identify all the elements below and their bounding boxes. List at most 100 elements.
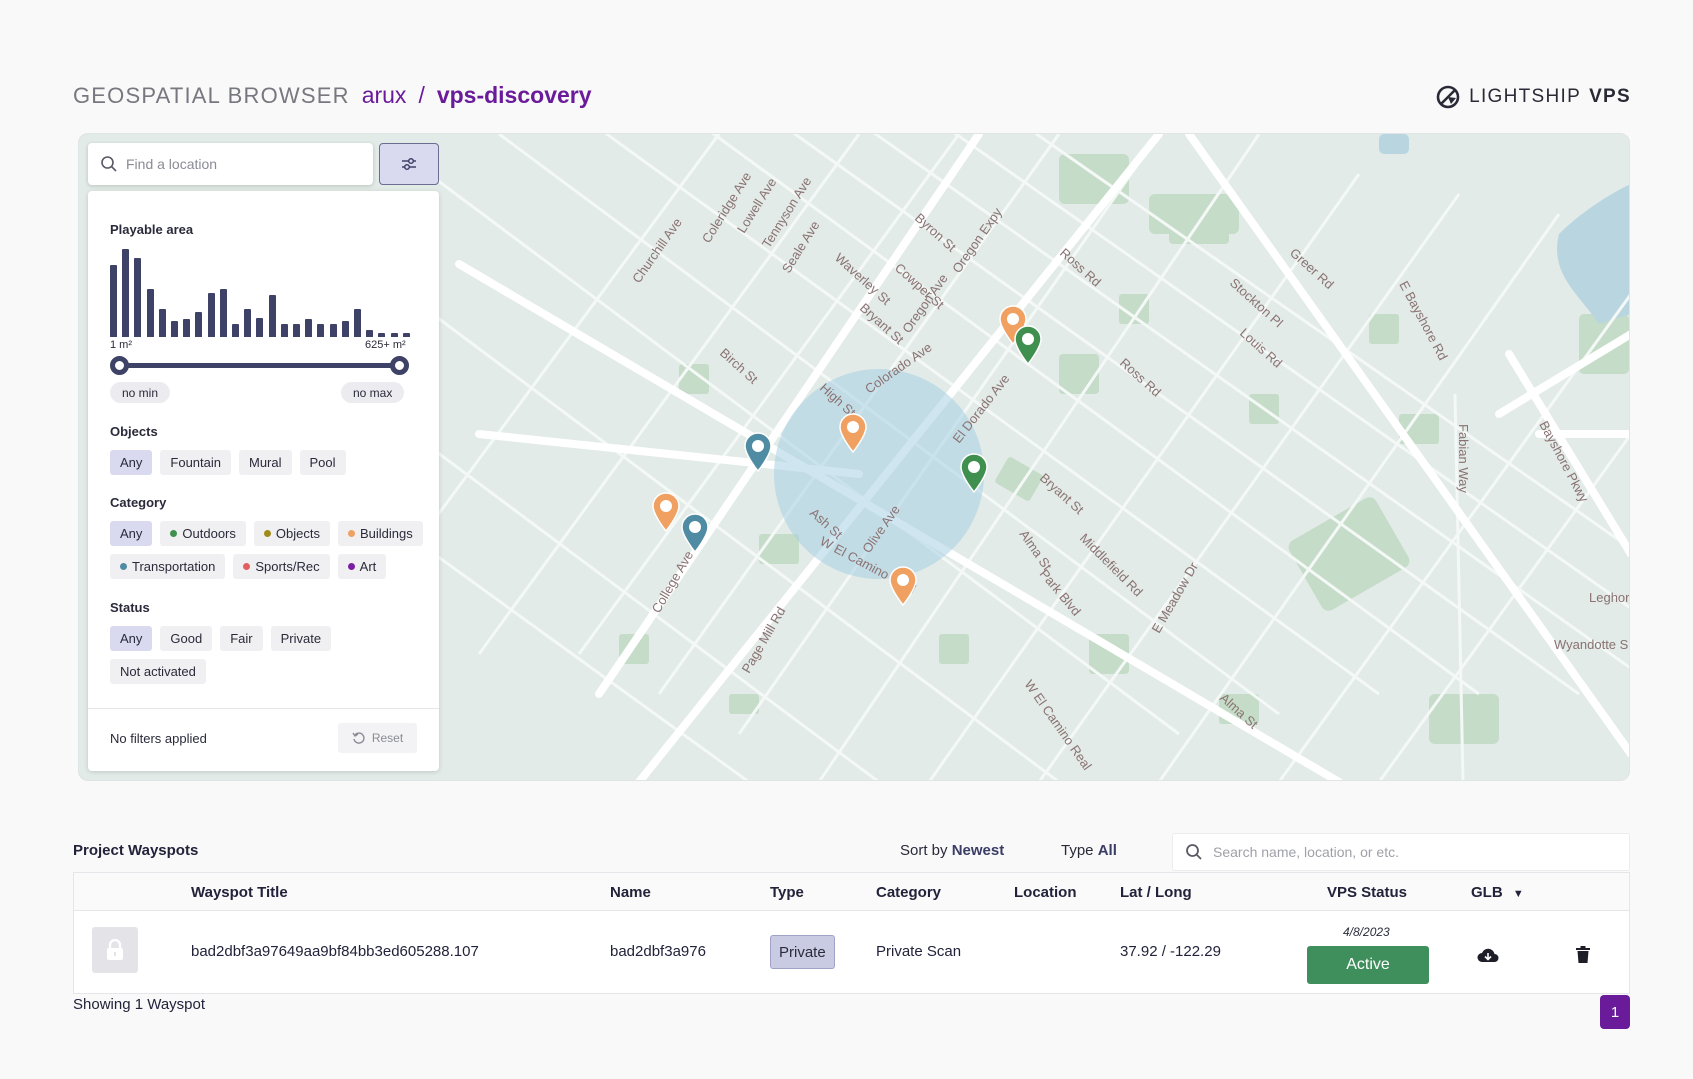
histogram-bar [232,323,239,337]
range-slider-track[interactable] [120,363,400,368]
range-min-handle[interactable] [110,356,129,375]
wayspot-search[interactable] [1172,833,1630,871]
status-chip-any[interactable]: Any [110,626,153,651]
map-pin-outdoors[interactable] [1013,325,1043,365]
svg-text:E Meadow Dr: E Meadow Dr [1149,559,1202,635]
histogram-bar [110,264,117,337]
col-location[interactable]: Location [1014,884,1077,901]
cloud-download-icon [1477,948,1499,962]
map-pin-transportation[interactable] [680,513,710,553]
reset-icon [352,732,365,744]
category-chips: Any Outdoors Objects Buildings Transport… [110,521,430,579]
col-name[interactable]: Name [610,884,651,901]
status-chip-fair[interactable]: Fair [220,626,263,651]
svg-text:Ross Rd: Ross Rd [1117,355,1164,400]
map-pin-buildings[interactable] [651,492,681,532]
cell-date: 4/8/2023 [1343,925,1390,939]
status-active-button[interactable]: Active [1307,946,1429,984]
svg-text:E Bayshore Rd: E Bayshore Rd [1396,278,1450,362]
caret-down-icon: ▼ [1512,888,1524,900]
svg-text:Wyandotte S: Wyandotte S [1554,637,1629,652]
category-chip-label: Transportation [132,559,216,574]
filter-panel: Playable area 1 m² 625+ m² no min no max… [88,191,439,771]
breadcrumb-separator: / [418,82,425,108]
histogram-bar [183,319,191,337]
histogram-bar [244,308,252,337]
histogram-bar [317,323,325,337]
histogram-bar [354,308,361,337]
category-label: Category [110,495,167,510]
app-title: GEOSPATIAL BROWSER [73,83,350,108]
map-canvas[interactable]: Middlefield Rd Stockton Pl Louis Rd Ross… [79,134,1630,781]
col-vps-status[interactable]: VPS Status [1327,884,1408,901]
col-category[interactable]: Category [876,884,942,901]
results-count: Showing 1 Wayspot [73,996,206,1013]
location-search[interactable] [88,143,373,185]
map-pin-outdoors[interactable] [959,453,989,493]
wayspots-table: Wayspot Title Name Type Category Locatio… [73,872,1630,994]
category-chip-label: Any [120,526,143,541]
page-1-button[interactable]: 1 [1600,995,1630,1029]
trash-icon [1576,946,1590,963]
map-pin-transportation[interactable] [743,432,773,472]
delete-button[interactable] [1571,943,1595,967]
filter-toggle-button[interactable] [379,143,439,185]
category-chip-any[interactable]: Any [110,521,153,546]
range-max-label: 625+ m² [365,339,406,351]
cell-category: Private Scan [876,943,962,960]
sliders-icon [402,157,416,171]
histogram-bar [305,319,313,337]
category-chip-label: Sports/Rec [255,559,320,574]
category-chip-buildings[interactable]: Buildings [337,521,423,546]
cell-name: bad2dbf3a976 [610,943,706,960]
histogram-bar [171,321,178,337]
svg-text:Churchill Ave: Churchill Ave [629,215,685,286]
histogram-bar [402,333,410,337]
objects-chip-mural[interactable]: Mural [239,450,292,475]
col-type[interactable]: Type [770,884,804,901]
objects-label: Objects [110,424,158,439]
cell-title[interactable]: bad2dbf3a97649aa9bf84bb3ed605288.107 [191,943,479,960]
reset-button[interactable]: Reset [338,723,417,753]
lock-icon [107,939,123,960]
objects-chip-pool[interactable]: Pool [299,450,346,475]
brand-suffix: VPS [1589,86,1631,107]
breadcrumb-org[interactable]: arux [361,82,407,108]
type-dropdown[interactable]: Type All [1061,842,1117,859]
search-icon [101,156,117,172]
download-glb-button[interactable] [1476,943,1500,967]
svg-text:Page Mill Rd: Page Mill Rd [739,604,789,675]
objects-chip-fountain[interactable]: Fountain [160,450,231,475]
sort-dropdown[interactable]: Sort by Newest [900,842,1004,859]
wayspot-search-input[interactable] [1213,844,1603,860]
sort-value: Newest [951,842,1005,859]
histogram-bar [146,288,154,337]
filter-summary: No filters applied [110,731,207,746]
objects-chip-any[interactable]: Any [110,450,153,475]
histogram-bar [293,323,300,337]
range-max-handle[interactable] [390,356,409,375]
category-chip-objects[interactable]: Objects [253,521,330,546]
col-lat-long[interactable]: Lat / Long [1120,884,1192,901]
playable-area-label: Playable area [110,222,194,237]
breadcrumb-project[interactable]: vps-discovery [436,82,592,108]
category-chip-transportation[interactable]: Transportation [110,554,226,579]
col-glb[interactable]: GLB ▼ [1471,884,1524,901]
objects-dot-icon [263,530,271,537]
histogram-bar [219,288,227,337]
no-min-pill[interactable]: no min [110,382,171,403]
category-chip-outdoors[interactable]: Outdoors [160,521,246,546]
map-pin-buildings[interactable] [838,413,868,453]
location-search-input[interactable] [126,156,346,172]
col-wayspot-title[interactable]: Wayspot Title [191,884,288,901]
art-dot-icon [347,563,355,570]
category-chip-art[interactable]: Art [337,554,387,579]
sort-label: Sort by [900,842,948,859]
status-chip-private[interactable]: Private [270,626,332,651]
status-chip-good[interactable]: Good [160,626,213,651]
map-pin-buildings[interactable] [888,566,918,606]
no-max-pill[interactable]: no max [341,382,405,403]
category-chip-sports-rec[interactable]: Sports/Rec [233,554,330,579]
status-chip-not-activated[interactable]: Not activated [110,659,206,684]
svg-text:College Ave: College Ave [649,548,697,615]
